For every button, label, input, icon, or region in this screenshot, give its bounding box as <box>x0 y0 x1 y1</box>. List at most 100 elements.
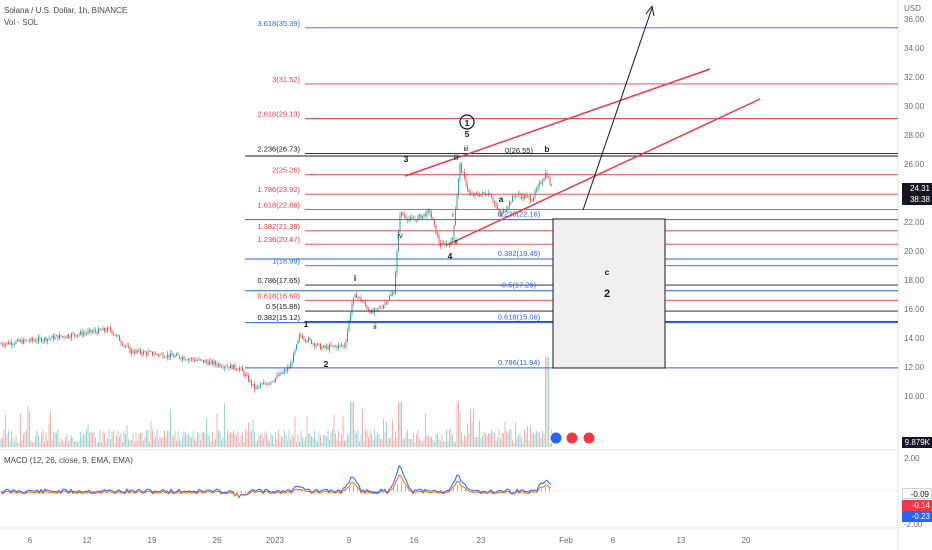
time-tick-label: 26 <box>213 536 222 545</box>
macd-signal-tag: -0.14 <box>902 500 932 511</box>
volume-bar <box>326 436 327 447</box>
candle-body <box>279 372 281 376</box>
candle-body <box>240 367 242 369</box>
candles <box>0 161 552 393</box>
volume-bar <box>297 434 299 447</box>
candle-body <box>98 328 99 334</box>
volume-bar <box>36 430 38 447</box>
volume-bar <box>137 441 138 447</box>
candle-body <box>332 345 333 347</box>
volume-bar <box>254 431 255 447</box>
volume-bar <box>411 438 413 447</box>
volume-bar <box>429 437 431 447</box>
candle-body <box>53 335 54 340</box>
candle-body <box>276 375 278 379</box>
candle-body <box>272 381 273 383</box>
volume-bar <box>363 441 365 447</box>
volume-bar <box>152 430 153 447</box>
volume-bar <box>381 439 383 447</box>
volume-bar <box>245 429 246 447</box>
volume-bar <box>312 437 314 447</box>
candle-body <box>458 178 459 196</box>
candle-body <box>324 345 326 348</box>
volume-bar <box>359 441 360 447</box>
elliott-wave-label: iii <box>464 144 469 153</box>
volume-bar <box>164 430 165 447</box>
elliott-wave-label: 4 <box>448 251 453 261</box>
volume-bar <box>177 431 179 447</box>
event-flag-icon <box>565 431 579 445</box>
volume-bar <box>204 433 206 447</box>
volume-bar <box>495 441 497 447</box>
volume-bar <box>341 434 342 447</box>
volume-bar <box>158 440 159 447</box>
candle-body <box>369 310 371 314</box>
volume-bar <box>518 435 519 447</box>
elliott-wave-label: ii <box>454 237 458 246</box>
volume-bar <box>390 436 392 447</box>
candle-body <box>225 366 227 368</box>
candle-body <box>417 216 419 221</box>
candle-body <box>266 383 267 385</box>
volume-bar <box>195 440 197 447</box>
candle-body <box>236 368 237 370</box>
candle-body <box>462 172 464 173</box>
candle-body <box>290 364 291 369</box>
volume-bar <box>399 402 401 447</box>
candle-body <box>200 359 201 360</box>
volume-bar <box>294 416 296 447</box>
volume-bar <box>165 437 167 447</box>
candle-body <box>504 209 506 212</box>
candle-body <box>128 345 129 348</box>
candle-body <box>348 320 350 331</box>
volume-bar <box>159 436 161 447</box>
candle-body <box>209 361 210 365</box>
candle-body <box>257 386 258 388</box>
candle-body <box>230 364 231 369</box>
elliott-wave-label: i <box>354 273 356 283</box>
volume-bar <box>12 438 14 447</box>
volume-bar <box>264 431 266 447</box>
candle-body <box>192 358 194 360</box>
elliott-wave-label: iii <box>454 153 459 162</box>
volume-bar <box>192 431 194 447</box>
volume-bar <box>104 433 105 447</box>
volume-bar <box>180 441 182 447</box>
volume-bar <box>201 432 203 447</box>
volume-bar <box>545 357 546 447</box>
macd-histogram-bar <box>345 489 346 492</box>
candle-body <box>62 336 63 337</box>
candle-body <box>167 354 168 358</box>
volume-bar <box>84 433 86 447</box>
candle-body <box>533 197 534 202</box>
volume-bar <box>365 429 366 447</box>
volume-bar <box>489 433 491 447</box>
candle-body <box>459 163 461 179</box>
candle-body <box>99 328 101 330</box>
volume-bar <box>471 421 473 447</box>
volume-bar <box>21 440 23 447</box>
volume-bar <box>189 437 191 447</box>
volume-bar <box>293 436 294 447</box>
volume-bar <box>285 434 287 447</box>
candle-body <box>275 378 276 382</box>
candle-body <box>107 327 108 332</box>
candle-body <box>305 339 306 341</box>
volume-bar <box>107 438 108 447</box>
volume-bar <box>260 434 261 447</box>
candle-body <box>101 329 102 331</box>
candle-body <box>54 336 56 340</box>
volume-bar <box>258 435 260 447</box>
candle-body <box>344 345 345 347</box>
candle-body <box>341 344 342 346</box>
candle-body <box>51 335 53 339</box>
candle-body <box>131 350 132 354</box>
candle-body <box>519 193 521 196</box>
volume-bar <box>263 438 264 447</box>
time-tick-label: 12 <box>83 536 92 545</box>
volume-bar <box>120 433 122 447</box>
volume-bar <box>117 431 119 447</box>
price-tick-label: 16.00 <box>904 305 925 314</box>
